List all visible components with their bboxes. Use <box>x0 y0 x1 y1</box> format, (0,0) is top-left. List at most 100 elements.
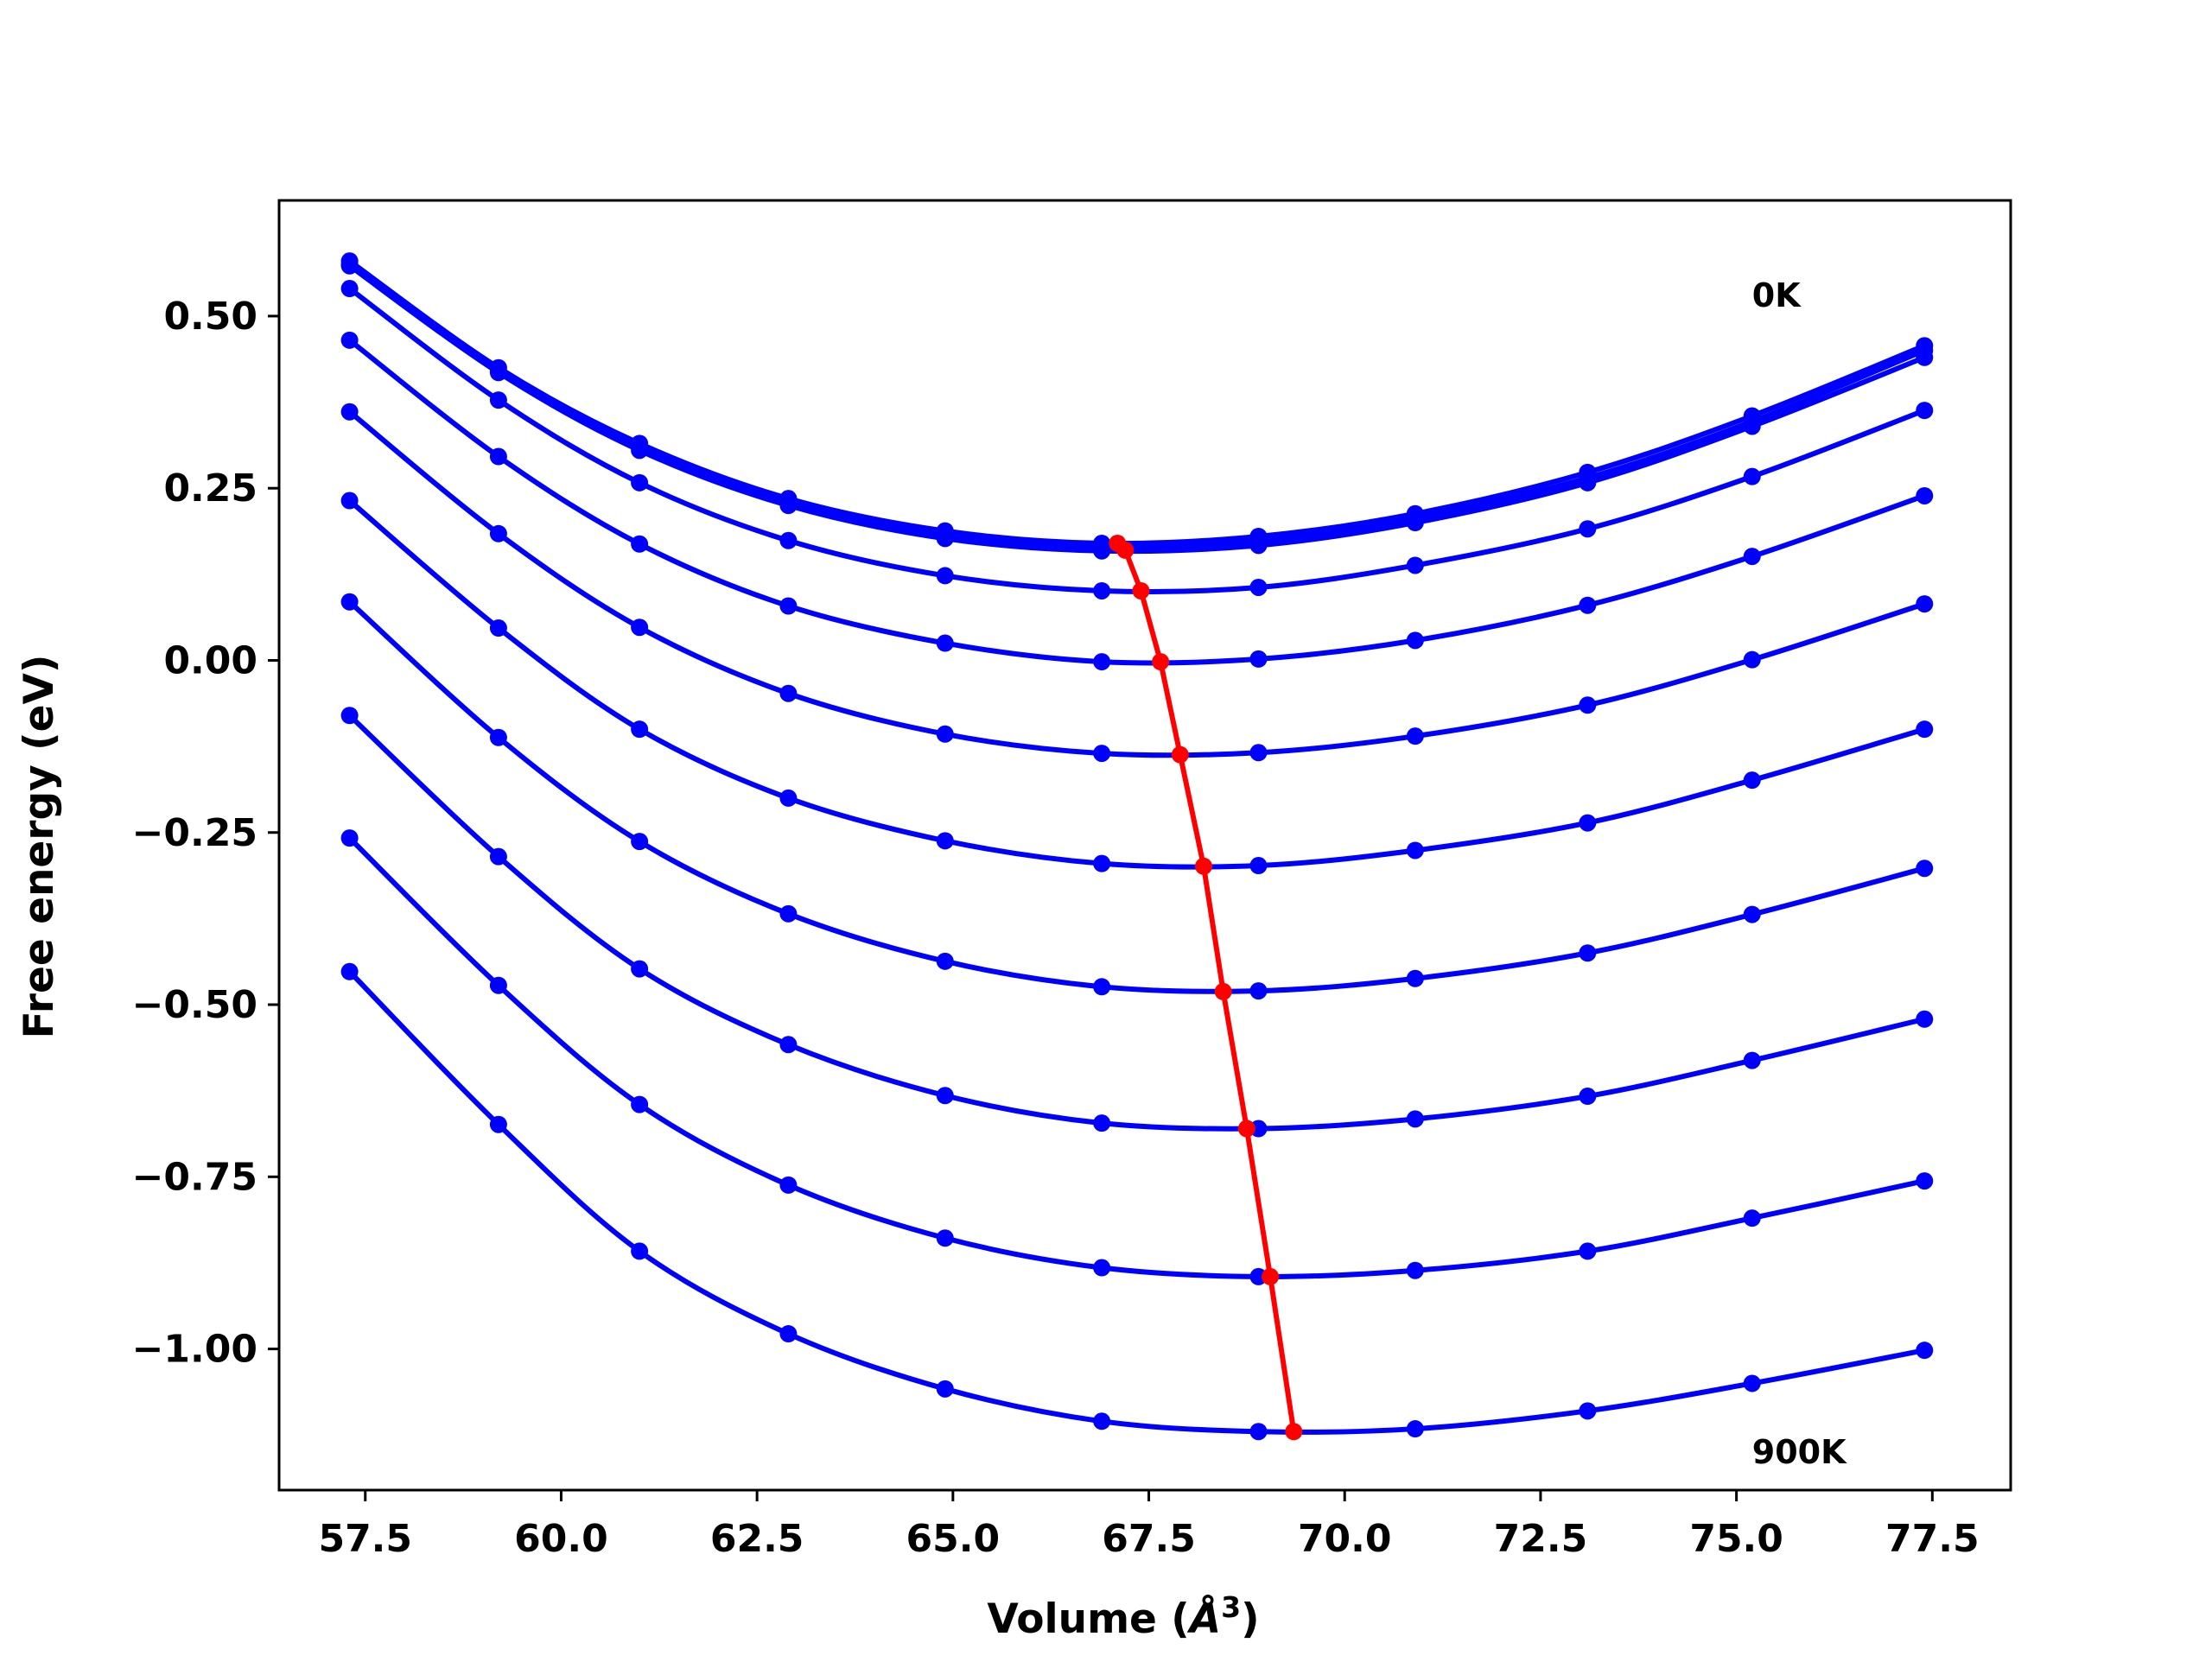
y-tick-label: −0.50 <box>132 983 257 1027</box>
x-axis-label-main: Volume ( <box>987 1595 1189 1643</box>
data-point <box>631 960 649 978</box>
data-point <box>1579 1088 1597 1106</box>
data-point <box>1743 1374 1761 1392</box>
data-point <box>1249 1423 1268 1441</box>
y-tick-label: −0.25 <box>132 811 257 855</box>
minimum-point <box>1262 1267 1280 1285</box>
data-point <box>779 1036 798 1054</box>
minimum-point <box>1152 653 1170 671</box>
data-point <box>1249 857 1268 875</box>
plot-frame <box>277 199 2012 1492</box>
data-point <box>1579 696 1597 714</box>
y-tick-label: 0.50 <box>163 295 257 339</box>
data-point <box>1916 860 1934 878</box>
series-line <box>347 262 1926 550</box>
data-point <box>631 618 649 637</box>
series-9 <box>340 829 1934 1285</box>
x-tick-label: 57.5 <box>318 1517 412 1561</box>
data-point <box>631 473 649 492</box>
series-line <box>347 498 1926 870</box>
data-point <box>1743 1209 1761 1227</box>
minimum-point <box>1214 982 1232 1000</box>
data-point <box>1406 969 1424 987</box>
data-point <box>779 1176 798 1194</box>
data-point <box>489 364 507 382</box>
y-tick-label: −0.75 <box>132 1155 257 1199</box>
x-tick-label: 75.0 <box>1689 1517 1783 1561</box>
minimum-point <box>1195 857 1213 875</box>
annotations-layer: 0K 900K <box>1752 276 1847 1471</box>
data-point <box>1579 473 1597 492</box>
data-point <box>1916 1172 1934 1190</box>
data-point <box>1406 1420 1424 1438</box>
series-line <box>347 338 1926 666</box>
data-point <box>1249 536 1268 555</box>
series-5 <box>340 403 1934 763</box>
series-0 <box>340 252 1934 552</box>
series-10 <box>340 962 1934 1441</box>
data-point <box>936 1380 954 1398</box>
data-point <box>1406 556 1424 574</box>
data-point <box>489 391 507 409</box>
data-point <box>1406 1261 1424 1279</box>
data-point <box>936 832 954 850</box>
x-axis-label-unit: Å <box>1186 1595 1221 1643</box>
minimum-point <box>1237 1120 1255 1138</box>
data-point <box>1743 467 1761 485</box>
data-point <box>779 789 798 807</box>
data-point <box>340 280 359 298</box>
data-point <box>1743 650 1761 669</box>
data-point <box>631 720 649 739</box>
data-point <box>1579 944 1597 962</box>
series-8 <box>340 707 1934 1138</box>
data-point <box>340 331 359 349</box>
data-point <box>1093 745 1111 763</box>
data-point <box>779 1325 798 1343</box>
data-point <box>1916 720 1934 739</box>
data-point <box>1406 727 1424 745</box>
data-point <box>936 634 954 652</box>
curves-layer <box>340 252 1934 1441</box>
data-point <box>1093 1259 1111 1277</box>
data-point <box>340 593 359 611</box>
data-point <box>779 497 798 515</box>
series-line <box>347 263 1926 555</box>
x-tick-label: 70.0 <box>1298 1517 1392 1561</box>
data-point <box>936 1229 954 1247</box>
data-point <box>489 976 507 994</box>
data-point <box>631 1242 649 1260</box>
data-point <box>1743 417 1761 435</box>
data-point <box>1093 653 1111 671</box>
data-point <box>1916 402 1934 420</box>
data-point <box>1916 595 1934 613</box>
data-point <box>936 567 954 585</box>
data-point <box>489 728 507 746</box>
data-point <box>340 962 359 980</box>
data-point <box>1249 650 1268 668</box>
y-tick-label: 0.25 <box>163 466 257 511</box>
y-tick-label: −1.00 <box>132 1328 257 1372</box>
data-point <box>1579 814 1597 832</box>
annotation-label: 0K <box>1752 276 1802 314</box>
data-point <box>779 904 798 923</box>
data-point <box>1093 581 1111 599</box>
data-point <box>1093 542 1111 560</box>
data-point <box>779 684 798 702</box>
x-tick-label: 60.0 <box>514 1517 608 1561</box>
x-axis-label-close: ) <box>1241 1595 1259 1643</box>
data-point <box>631 1095 649 1113</box>
data-point <box>1579 1402 1597 1420</box>
data-point <box>1249 982 1268 1000</box>
data-point <box>1406 1110 1424 1128</box>
x-tick-label: 77.5 <box>1885 1517 1980 1561</box>
data-point <box>1916 486 1934 504</box>
data-point <box>1093 1412 1111 1430</box>
data-point <box>1743 1051 1761 1069</box>
series-line <box>347 258 1926 547</box>
data-point <box>489 1115 507 1133</box>
minimum-point <box>1132 581 1150 599</box>
x-axis-label: Volume (Å3) <box>987 1590 1259 1643</box>
series-3 <box>340 280 1934 599</box>
